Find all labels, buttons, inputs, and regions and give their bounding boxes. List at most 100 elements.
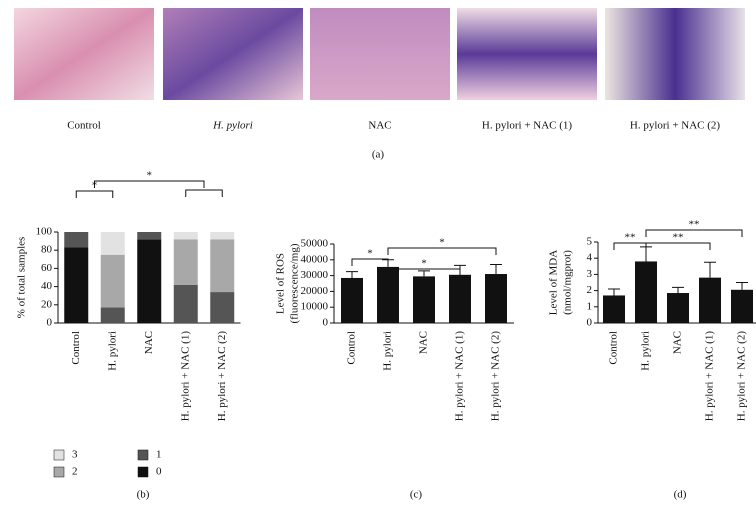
significance-label: * bbox=[367, 248, 373, 260]
x-tick-label: H. pylori + NAC (1) bbox=[454, 331, 466, 422]
legend-label: 2 bbox=[72, 466, 78, 478]
y-axis-label: (fluorescence/mg) bbox=[289, 243, 301, 323]
x-tick-label: H. pylori + NAC (2) bbox=[490, 331, 502, 422]
bar-segment bbox=[210, 239, 235, 293]
legend-label: 3 bbox=[72, 449, 78, 461]
legend-label: 0 bbox=[156, 466, 162, 478]
y-tick-label: 40000 bbox=[301, 253, 329, 265]
bar-segment bbox=[100, 307, 125, 323]
significance-bracket bbox=[185, 189, 223, 197]
legend-swatch bbox=[137, 449, 149, 461]
legend-swatch bbox=[53, 466, 65, 478]
y-tick-label: 60 bbox=[41, 262, 53, 274]
x-tick-label: H. pylori + NAC (2) bbox=[736, 331, 748, 422]
panel-label: (c) bbox=[410, 489, 423, 501]
x-tick-label: H. pylori bbox=[106, 331, 118, 371]
micrograph bbox=[605, 8, 745, 100]
bar bbox=[485, 274, 507, 323]
x-tick-label: H. pylori + NAC (2) bbox=[216, 331, 228, 422]
x-tick-label: H. pylori + NAC (1) bbox=[179, 331, 191, 422]
bar-segment bbox=[173, 239, 198, 285]
significance-label: ** bbox=[625, 232, 636, 244]
bar-segment bbox=[137, 239, 162, 323]
y-tick-label: 0 bbox=[587, 317, 593, 329]
x-tick-label: NAC bbox=[418, 331, 430, 354]
bar bbox=[731, 289, 753, 323]
bar bbox=[635, 261, 657, 323]
y-tick-label: 20000 bbox=[301, 285, 329, 297]
y-tick-label: 40 bbox=[41, 280, 53, 292]
legend-swatch bbox=[137, 466, 149, 478]
panel-label: (a) bbox=[372, 149, 385, 161]
legend-label: 1 bbox=[156, 449, 162, 461]
image-caption: Control bbox=[67, 120, 101, 132]
x-tick-label: Control bbox=[70, 331, 82, 365]
y-axis-label: (nmol/mgprot) bbox=[562, 250, 574, 315]
bar-segment bbox=[100, 254, 125, 308]
x-tick-label: H. pylori + NAC (1) bbox=[704, 331, 716, 422]
x-tick-label: NAC bbox=[672, 331, 684, 354]
image-caption: H. pylori + NAC (1) bbox=[482, 120, 573, 132]
y-tick-label: 30000 bbox=[301, 269, 329, 281]
significance-bracket bbox=[387, 247, 497, 255]
error-bar bbox=[672, 286, 684, 294]
bar-segment bbox=[210, 232, 235, 240]
y-axis-label: Level of ROS bbox=[275, 253, 287, 314]
micrograph bbox=[457, 8, 597, 100]
y-axis-label: Level of MDA bbox=[548, 250, 560, 315]
y-tick-label: 1 bbox=[587, 300, 593, 312]
significance-bracket bbox=[645, 229, 743, 237]
y-tick-label: 80 bbox=[41, 244, 53, 256]
bar bbox=[699, 277, 721, 323]
bar bbox=[377, 266, 399, 323]
legend-swatch bbox=[53, 449, 65, 461]
error-bar bbox=[346, 271, 358, 278]
significance-label: ** bbox=[673, 232, 684, 244]
bar bbox=[413, 276, 435, 323]
bar-segment bbox=[173, 284, 198, 323]
x-tick-label: Control bbox=[346, 331, 358, 365]
bar bbox=[341, 277, 363, 323]
x-tick-label: NAC bbox=[143, 331, 155, 354]
micrograph bbox=[163, 8, 303, 100]
y-tick-label: 5 bbox=[587, 236, 593, 248]
significance-label: ** bbox=[689, 219, 700, 231]
y-tick-label: 3 bbox=[587, 268, 593, 280]
panel-label: (d) bbox=[674, 489, 687, 501]
bar-segment bbox=[100, 232, 125, 255]
bar-segment bbox=[210, 292, 235, 323]
y-tick-label: 0 bbox=[47, 317, 53, 329]
y-tick-label: 10000 bbox=[301, 301, 329, 313]
error-bar bbox=[608, 288, 620, 296]
significance-bracket bbox=[645, 242, 711, 250]
bar bbox=[667, 293, 689, 323]
bar-segment bbox=[137, 232, 162, 240]
significance-bracket bbox=[75, 190, 114, 198]
bar bbox=[603, 295, 625, 323]
bar-segment bbox=[64, 247, 89, 323]
significance-bracket bbox=[351, 258, 389, 266]
panel-label: (b) bbox=[137, 489, 150, 501]
significance-label: * bbox=[147, 170, 153, 182]
bar bbox=[449, 274, 471, 323]
x-tick-label: H. pylori bbox=[382, 331, 394, 371]
x-tick-label: Control bbox=[608, 331, 620, 365]
y-tick-label: 50000 bbox=[301, 238, 329, 250]
error-bar bbox=[418, 270, 430, 277]
bar-segment bbox=[173, 232, 198, 240]
bar-segment bbox=[64, 232, 89, 248]
y-tick-label: 2 bbox=[587, 284, 593, 296]
error-bar bbox=[736, 282, 748, 290]
image-caption: NAC bbox=[368, 120, 391, 132]
y-tick-label: 0 bbox=[323, 317, 329, 329]
significance-bracket bbox=[94, 180, 205, 188]
significance-label: * bbox=[439, 237, 445, 249]
image-caption: H. pylori + NAC (2) bbox=[630, 120, 721, 132]
significance-bracket bbox=[387, 268, 461, 276]
significance-label: * bbox=[421, 258, 427, 270]
y-tick-label: 100 bbox=[36, 226, 53, 238]
y-axis-label: % of total samples bbox=[16, 237, 28, 319]
micrograph bbox=[310, 8, 450, 100]
micrograph bbox=[14, 8, 154, 100]
